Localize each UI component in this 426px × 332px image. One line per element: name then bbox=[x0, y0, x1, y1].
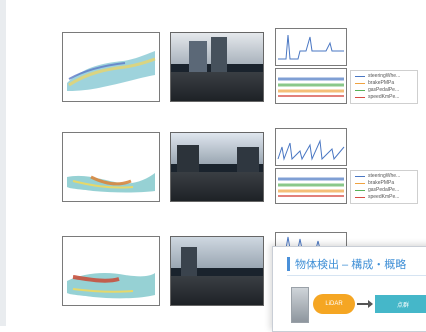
road bbox=[171, 72, 263, 101]
timeseries-bottom-svg bbox=[278, 77, 344, 97]
camera-frame bbox=[170, 132, 264, 202]
timeseries-top-svg bbox=[277, 139, 345, 161]
page-edge bbox=[0, 0, 6, 326]
timeseries-top-svg bbox=[278, 34, 344, 60]
legend: steeringWhe... brakePMPa gasPedalPe... s… bbox=[350, 70, 418, 104]
slide-thumbnail[interactable]: 物体検出 – 構成・概略 LiDAR 点群 bbox=[272, 246, 426, 332]
lidar-device-icon bbox=[291, 287, 309, 323]
road bbox=[171, 172, 263, 201]
legend-item: steeringWhe... bbox=[355, 173, 425, 179]
legend-item: steeringWhe... bbox=[355, 73, 425, 79]
timeseries-bottom bbox=[275, 68, 347, 104]
legend-item: brakePMPa bbox=[355, 180, 425, 186]
camera-frame bbox=[170, 236, 264, 306]
pointcloud-svg bbox=[67, 51, 156, 91]
pointcloud-svg bbox=[67, 173, 155, 193]
timeseries-bottom-svg bbox=[278, 177, 344, 197]
lidar-pointcloud-plot bbox=[62, 32, 160, 102]
lidar-node: LiDAR bbox=[313, 294, 355, 314]
legend: steeringWhe... brakePMPa gasPedalPe... s… bbox=[350, 170, 418, 204]
legend-item: speedKmPe... bbox=[355, 94, 425, 100]
process-node: 点群 bbox=[375, 295, 426, 313]
timeseries-top bbox=[275, 28, 347, 66]
legend-item: gasPedalPe... bbox=[355, 87, 425, 93]
legend-item: brakePMPa bbox=[355, 80, 425, 86]
x-ticks bbox=[62, 110, 158, 118]
timeseries-top bbox=[275, 128, 347, 166]
legend-item: gasPedalPe... bbox=[355, 187, 425, 193]
figure-row-1: steeringWhe... brakePMPa gasPedalPe... s… bbox=[40, 18, 426, 118]
building bbox=[189, 41, 207, 79]
legend-item: speedKmPe... bbox=[355, 194, 425, 200]
building bbox=[181, 247, 197, 285]
flow-arrow bbox=[357, 300, 373, 308]
building bbox=[177, 145, 199, 181]
road bbox=[171, 276, 263, 305]
timeseries-top-svg bbox=[278, 236, 344, 250]
title-rule bbox=[287, 275, 426, 276]
building bbox=[237, 147, 259, 179]
camera-frame bbox=[170, 32, 264, 102]
timeseries-bottom bbox=[275, 168, 347, 204]
lidar-pointcloud-plot bbox=[62, 236, 160, 306]
lidar-pointcloud-plot bbox=[62, 132, 160, 202]
figure-row-3 bbox=[40, 222, 426, 322]
pointcloud-svg bbox=[67, 273, 155, 299]
figure-row-2: steeringWhe... brakePMPa gasPedalPe... s… bbox=[40, 118, 426, 218]
title-accent-bar bbox=[287, 257, 290, 271]
building bbox=[211, 37, 227, 79]
slide-title: 物体検出 – 構成・概略 bbox=[295, 259, 407, 271]
